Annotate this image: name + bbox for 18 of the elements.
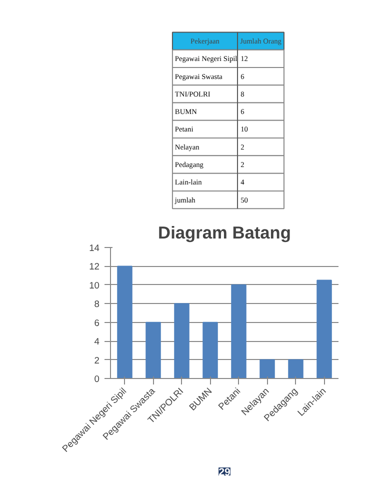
bar xyxy=(146,322,161,378)
y-tick-label: 8 xyxy=(94,299,100,310)
y-tick-label: 14 xyxy=(89,243,100,253)
bar xyxy=(316,280,332,378)
y-tick-label: 0 xyxy=(94,374,100,384)
y-tick-label: 2 xyxy=(94,355,100,366)
bar xyxy=(260,359,275,378)
y-tick-label: 12 xyxy=(89,262,100,272)
y-tick-label: 10 xyxy=(89,280,100,290)
y-tick-label: 4 xyxy=(94,336,100,347)
y-tick-label: 6 xyxy=(94,318,100,328)
bar xyxy=(231,284,246,378)
bar xyxy=(174,303,190,378)
chart-title: Diagram Batang xyxy=(158,222,291,242)
text: 29 xyxy=(218,466,230,478)
bar xyxy=(202,322,218,378)
bar xyxy=(117,266,132,378)
bar xyxy=(288,359,304,378)
